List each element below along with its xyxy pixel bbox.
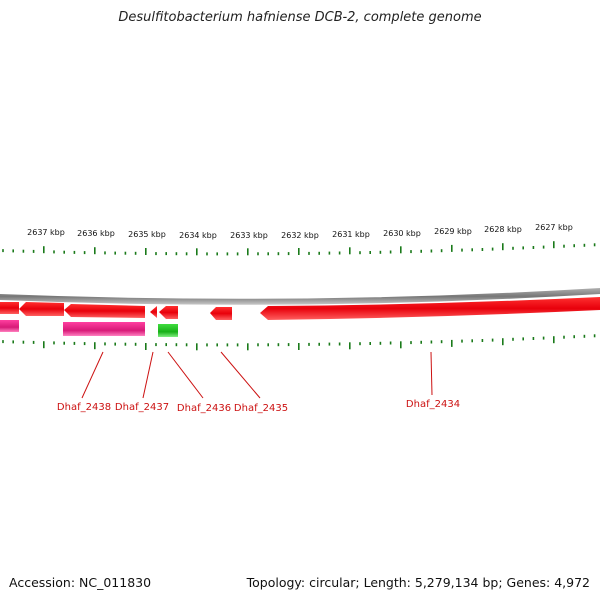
- rrna-feature: [63, 322, 145, 336]
- cds-feature: [64, 304, 145, 318]
- topology-summary: Topology: circular; Length: 5,279,134 bp…: [246, 575, 590, 590]
- tick-label-2632: 2632 kbp: [281, 231, 319, 240]
- gene-leader-line: [430, 351, 433, 396]
- map-title: Desulfitobacterium hafniense DCB-2, comp…: [118, 10, 482, 25]
- gene-label-dhaf-2437: Dhaf_2437: [115, 402, 169, 413]
- trna-feature: [158, 324, 178, 337]
- tick-label-2629: 2629 kbp: [434, 227, 472, 236]
- tick-label-2633: 2633 kbp: [230, 231, 268, 240]
- ruler-labels: 2637 kbp 2636 kbp 2635 kbp 2634 kbp 2633…: [27, 223, 573, 240]
- gene-leader-line: [81, 351, 104, 399]
- cds-feature: [260, 297, 600, 320]
- tick-label-2637: 2637 kbp: [27, 228, 65, 237]
- cds-feature: [19, 302, 64, 316]
- tick-label-2627: 2627 kbp: [535, 223, 573, 232]
- gene-leader-line: [167, 351, 204, 399]
- tick-label-2628: 2628 kbp: [484, 225, 522, 234]
- rrna-feature: [0, 320, 19, 332]
- genome-backbone: [0, 288, 600, 305]
- cds-feature: [0, 302, 19, 314]
- ruler-top: [2, 241, 596, 256]
- gene-label-dhaf-2436: Dhaf_2436: [177, 403, 231, 414]
- gene-leader-line: [142, 351, 154, 399]
- gene-label-dhaf-2434: Dhaf_2434: [406, 399, 460, 410]
- gene-label-dhaf-2438: Dhaf_2438: [57, 402, 111, 413]
- cds-feature: [150, 306, 157, 318]
- cds-feature: [159, 306, 178, 319]
- tick-label-2635: 2635 kbp: [128, 230, 166, 239]
- gene-label-dhaf-2435: Dhaf_2435: [234, 403, 288, 414]
- accession-text: Accession: NC_011830: [9, 575, 152, 590]
- tick-label-2634: 2634 kbp: [179, 231, 217, 240]
- ruler-bottom: [2, 334, 596, 351]
- tick-label-2636: 2636 kbp: [77, 229, 115, 238]
- tick-label-2630: 2630 kbp: [383, 229, 421, 238]
- gene-leader-line: [220, 351, 261, 399]
- cds-feature: [210, 307, 232, 320]
- tick-label-2631: 2631 kbp: [332, 230, 370, 239]
